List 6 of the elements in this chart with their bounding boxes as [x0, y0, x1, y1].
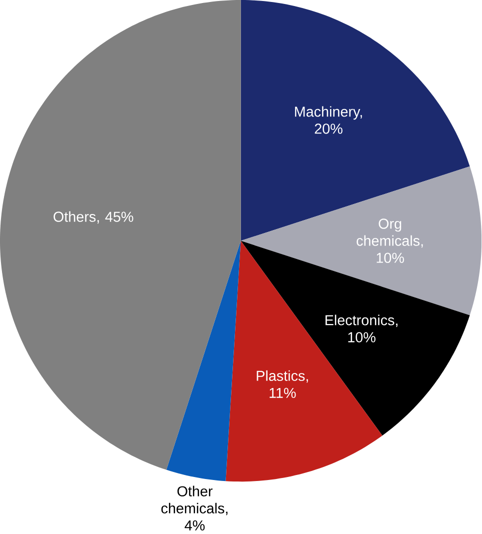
- data-label: Electronics, 10%: [326, 314, 398, 342]
- data-label: Other chemicals, 4%: [162, 486, 228, 530]
- data-label: Plastics, 11%: [257, 370, 308, 398]
- data-label: Others, 45%: [54, 211, 134, 224]
- data-label: Machinery, 20%: [295, 106, 362, 134]
- data-label: Org chemicals, 10%: [356, 218, 423, 263]
